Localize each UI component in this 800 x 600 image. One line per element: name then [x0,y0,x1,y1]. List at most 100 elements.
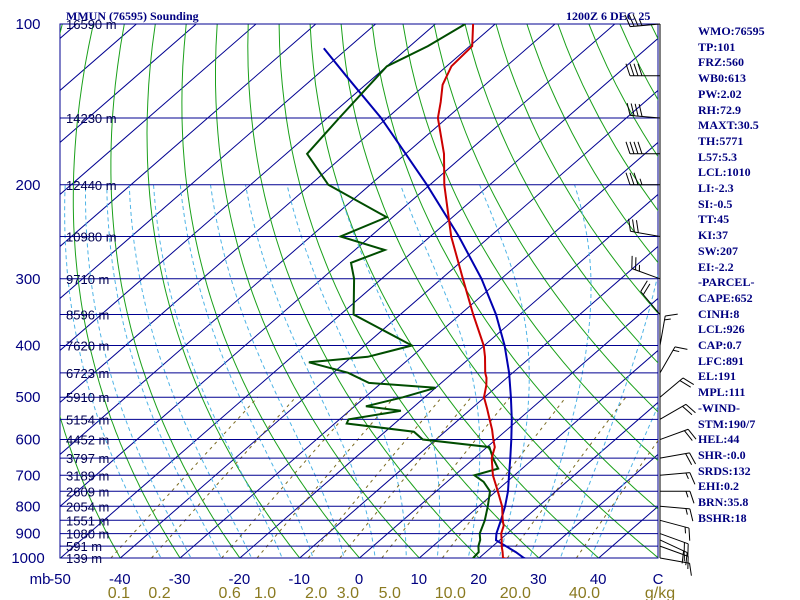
wind-barb-feather [685,552,688,566]
wind-barb-feather [625,141,631,154]
wind-barb-staff [659,505,690,510]
pressure-tick-label: 100 [15,16,40,33]
mixing-ratio-label: 0.1 [108,585,130,600]
stat-line: HEL:44 [698,432,740,447]
wind-barb-half-feather [672,349,680,353]
wind-barb-staff [659,403,687,420]
moist-adiabat-line [286,184,407,558]
dry-adiabat-lines [60,24,658,558]
wind-barb-feather [629,141,635,154]
wind-barb-feather [626,102,631,116]
stat-line: L57:5.3 [698,149,737,164]
wind-barb [659,472,696,485]
wind-barb-feather [629,172,635,185]
isotherm-line [119,89,658,558]
wind-barb-feather [689,452,697,465]
height-label: 10980 m [66,229,117,244]
isotherm-line [60,24,616,508]
height-label: 7620 m [66,339,109,354]
stat-line: SHR-:0.0 [698,447,746,462]
stat-line: WMO:76595 [698,24,765,38]
isotherm-line [60,24,257,196]
wind-barb-feather [679,380,691,388]
dry-adiabat-line [495,24,658,314]
wind-barb-feather [638,104,643,117]
dry-adiabat-line [60,555,62,558]
stat-line: SW:207 [698,243,739,258]
wind-barb-staff [640,291,661,315]
isotherm-line [60,37,658,558]
wind-barb [659,452,697,465]
temperature-tick-label: 40 [590,571,607,588]
isotherm-line [239,193,658,558]
isotherm-line [60,24,197,144]
dry-adiabat-line [72,24,181,558]
wind-barb-feather [633,63,639,76]
dry-adiabat-line [464,24,658,364]
wind-barb-feather [674,346,688,350]
stats-panel: WMO:76595 TP:101 FRZ:560 WB0:613 PW:2.02 RH:7… [698,24,798,527]
wind-barb-feather [681,550,685,564]
wind-barb-staff [630,23,661,28]
sounding-time: 1200Z 6 DEC 25 [566,9,651,23]
mixing-ratio-unit-label: g/kg [645,585,675,600]
mixing-ratio-line [506,396,627,558]
height-label: 6723 m [66,366,109,381]
wind-barb-feather [642,283,651,295]
wind-barb [659,519,691,541]
height-label: 5154 m [66,412,109,427]
dry-adiabat-line [247,24,480,558]
wind-barb-feather [637,141,643,154]
pressure-unit-label: mb [30,571,51,588]
wind-barb-staff [659,472,690,476]
stat-line: BRN:35.8 [698,495,749,510]
temperature-tick-label: 10 [410,571,427,588]
stat-line: KI:37 [698,228,728,243]
stat-line: LI:-2.3 [698,181,734,196]
pressure-tick-label: 700 [15,467,40,484]
pressure-tick-label: 800 [15,498,40,515]
stat-line: LCL:926 [698,322,745,337]
mixing-ratio-label: 20.0 [500,585,531,600]
wind-barb [659,403,696,420]
temperature-tick-label: -20 [229,571,251,588]
moist-adiabat-line [337,184,441,558]
wind-barb-half-feather [639,19,643,26]
stat-line: MPL:111 [698,385,746,400]
stat-line: TT:45 [698,212,730,227]
pressure-tick-label: 200 [15,177,40,194]
pressure-tick-label: 900 [15,526,40,543]
height-label: 3797 m [66,451,109,466]
wind-barb-staff [659,452,690,459]
wind-barb-feather [632,14,639,27]
wind-barb-staff [659,519,690,529]
temperature-tick-label: -40 [109,571,131,588]
height-label: 2609 m [66,484,109,499]
height-label: 5910 m [66,390,109,405]
isotherm-line [60,24,496,404]
mixing-ratio-label: 3.0 [337,585,359,600]
isotherm-line [359,297,658,558]
wind-barb [660,490,695,504]
isotherm-line [60,24,556,456]
mixing-ratio-label: 2.0 [305,585,327,600]
wind-barb-feather [685,453,693,465]
moist-adiabat-line [153,184,283,558]
temperature-tick-label: C [653,571,664,588]
mixing-ratio-label: 0.6 [219,585,241,600]
wind-barb-feather [625,63,631,76]
wind-barb-staff [659,428,689,441]
stat-line: PW:2.02 [698,86,742,101]
wind-barb-half-feather [685,491,689,498]
height-label: 591 m [66,539,102,554]
dry-adiabat-line [60,24,121,558]
moist-adiabat-line [210,184,345,558]
wind-barb-half-feather [685,508,688,515]
wind-barb-staff [659,315,666,346]
stat-line: CINH:8 [698,306,740,321]
pressure-tick-label: 1000 [11,550,44,567]
mixing-ratio-label: 5.0 [379,585,401,600]
wind-barb-staff [630,114,661,119]
wind-barb-half-feather [685,472,689,480]
wind-barb-feather [628,218,631,232]
